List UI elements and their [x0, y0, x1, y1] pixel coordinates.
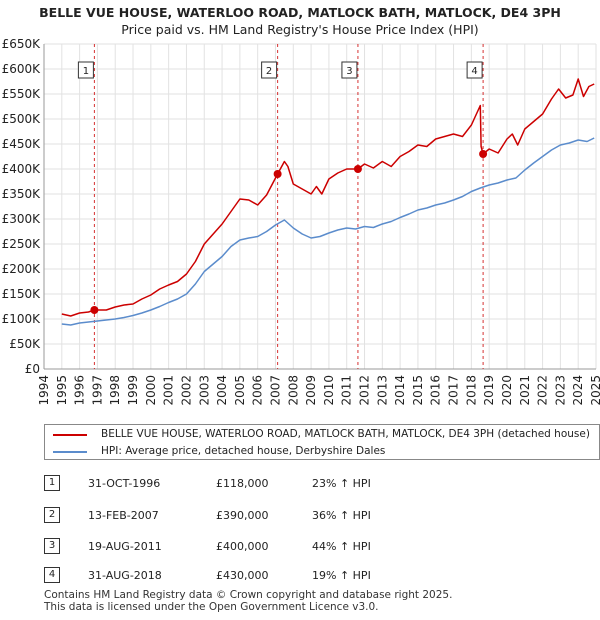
transaction-date: 31-AUG-2018 [88, 569, 162, 582]
y-tick-label: £650K [2, 37, 42, 51]
transaction-price: £430,000 [216, 569, 269, 582]
hpi-line [61, 137, 595, 326]
footer-line-2: This data is licensed under the Open Gov… [44, 601, 379, 613]
legend-hpi-label: HPI: Average price, detached house, Derb… [101, 445, 386, 457]
x-tick-label: 2016 [429, 375, 443, 406]
x-tick-label: 2006 [251, 375, 265, 406]
transaction-number: 1 [44, 475, 60, 491]
y-tick-label: £200K [2, 262, 42, 276]
x-tick-label: 2023 [553, 375, 567, 406]
x-tick-label: 1996 [73, 375, 87, 406]
y-tick-label: £300K [2, 212, 42, 226]
transaction-number: 2 [44, 507, 60, 523]
sale-marker-label: 2 [266, 66, 272, 77]
chart-title: BELLE VUE HOUSE, WATERLOO ROAD, MATLOCK … [39, 5, 561, 20]
sale-point [90, 306, 99, 314]
x-tick-label: 2012 [358, 375, 372, 406]
y-tick-label: £250K [2, 237, 42, 251]
x-tick-label: 2005 [233, 375, 247, 406]
y-tick-label: £550K [2, 87, 42, 101]
x-tick-label: 1994 [37, 375, 51, 406]
y-tick-label: £500K [2, 112, 42, 126]
x-tick-label: 2003 [197, 375, 211, 406]
transaction-price: £400,000 [216, 540, 269, 553]
sale-marker-box [261, 61, 278, 79]
sale-point [479, 150, 488, 158]
transaction-number: 3 [44, 538, 60, 554]
sale-marker-label: 1 [83, 66, 89, 77]
y-tick-label: £100K [2, 312, 42, 326]
x-tick-label: 2004 [215, 375, 229, 406]
transaction-number: 4 [44, 567, 60, 583]
x-tick-label: 2024 [571, 375, 585, 406]
sale-marker-box [341, 61, 358, 79]
sale-point [353, 165, 362, 173]
footer-line-1: Contains HM Land Registry data © Crown c… [44, 589, 453, 601]
x-tick-label: 2025 [589, 375, 600, 406]
x-tick-label: 2022 [536, 375, 550, 406]
footer-attribution: Contains HM Land Registry data © Crown c… [44, 589, 452, 613]
x-tick-label: 2000 [144, 375, 158, 406]
transaction-hpi: 19% ↑ HPI [312, 569, 371, 582]
transaction-row: 3 19-AUG-2011 £400,000 44% ↑ HPI [0, 538, 600, 558]
transaction-price: £118,000 [216, 477, 269, 490]
y-tick-label: £350K [2, 187, 42, 201]
transaction-price: £390,000 [216, 509, 269, 522]
x-tick-label: 2021 [518, 375, 532, 406]
x-tick-label: 2018 [464, 375, 478, 406]
sale-point [273, 170, 282, 178]
x-tick-label: 2020 [500, 375, 514, 406]
x-tick-label: 2010 [322, 375, 336, 406]
y-tick-label: £50K [9, 337, 41, 351]
transaction-row: 2 13-FEB-2007 £390,000 36% ↑ HPI [0, 507, 600, 527]
x-tick-label: 2015 [411, 375, 425, 406]
sale-marker-box [466, 61, 483, 79]
chart-legend: BELLE VUE HOUSE, WATERLOO ROAD, MATLOCK … [44, 424, 600, 460]
sale-marker-label: 4 [471, 66, 477, 77]
x-tick-label: 2014 [393, 375, 407, 406]
x-tick-label: 2013 [375, 375, 389, 406]
y-tick-label: £400K [2, 162, 42, 176]
y-tick-label: £0 [25, 362, 40, 376]
transaction-date: 19-AUG-2011 [88, 540, 162, 553]
legend-property-label: BELLE VUE HOUSE, WATERLOO ROAD, MATLOCK … [101, 428, 590, 440]
chart-subtitle: Price paid vs. HM Land Registry's House … [121, 22, 479, 37]
x-tick-label: 2001 [162, 375, 176, 406]
transaction-date: 13-FEB-2007 [88, 509, 159, 522]
x-tick-label: 2008 [286, 375, 300, 406]
y-tick-label: £450K [2, 137, 42, 151]
x-tick-label: 2017 [447, 375, 461, 406]
property-price-line [61, 78, 595, 317]
transaction-date: 31-OCT-1996 [88, 477, 161, 490]
x-tick-label: 1999 [126, 375, 140, 406]
y-tick-label: £600K [2, 62, 42, 76]
legend-property-swatch [53, 434, 87, 436]
plot-area [44, 44, 596, 369]
x-tick-label: 2002 [179, 375, 193, 406]
transaction-hpi: 44% ↑ HPI [312, 540, 371, 553]
x-tick-label: 2019 [482, 375, 496, 406]
transaction-row: 1 31-OCT-1996 £118,000 23% ↑ HPI [0, 475, 600, 495]
x-tick-label: 1995 [55, 375, 69, 406]
transaction-row: 4 31-AUG-2018 £430,000 19% ↑ HPI [0, 567, 600, 587]
y-tick-label: £150K [2, 287, 42, 301]
legend-hpi-swatch [53, 451, 87, 453]
sale-marker-label: 3 [346, 66, 352, 77]
x-tick-label: 2007 [268, 375, 282, 406]
x-tick-label: 1997 [90, 375, 104, 406]
price-chart: £0 £50K £100K £150K £200K £250K £300K £350K £400… [2, 37, 600, 406]
x-tick-label: 2011 [340, 375, 354, 406]
sale-marker-box [77, 61, 94, 79]
transaction-hpi: 36% ↑ HPI [312, 509, 371, 522]
x-tick-label: 2009 [304, 375, 318, 406]
transaction-hpi: 23% ↑ HPI [312, 477, 371, 490]
x-tick-label: 1998 [108, 375, 122, 406]
